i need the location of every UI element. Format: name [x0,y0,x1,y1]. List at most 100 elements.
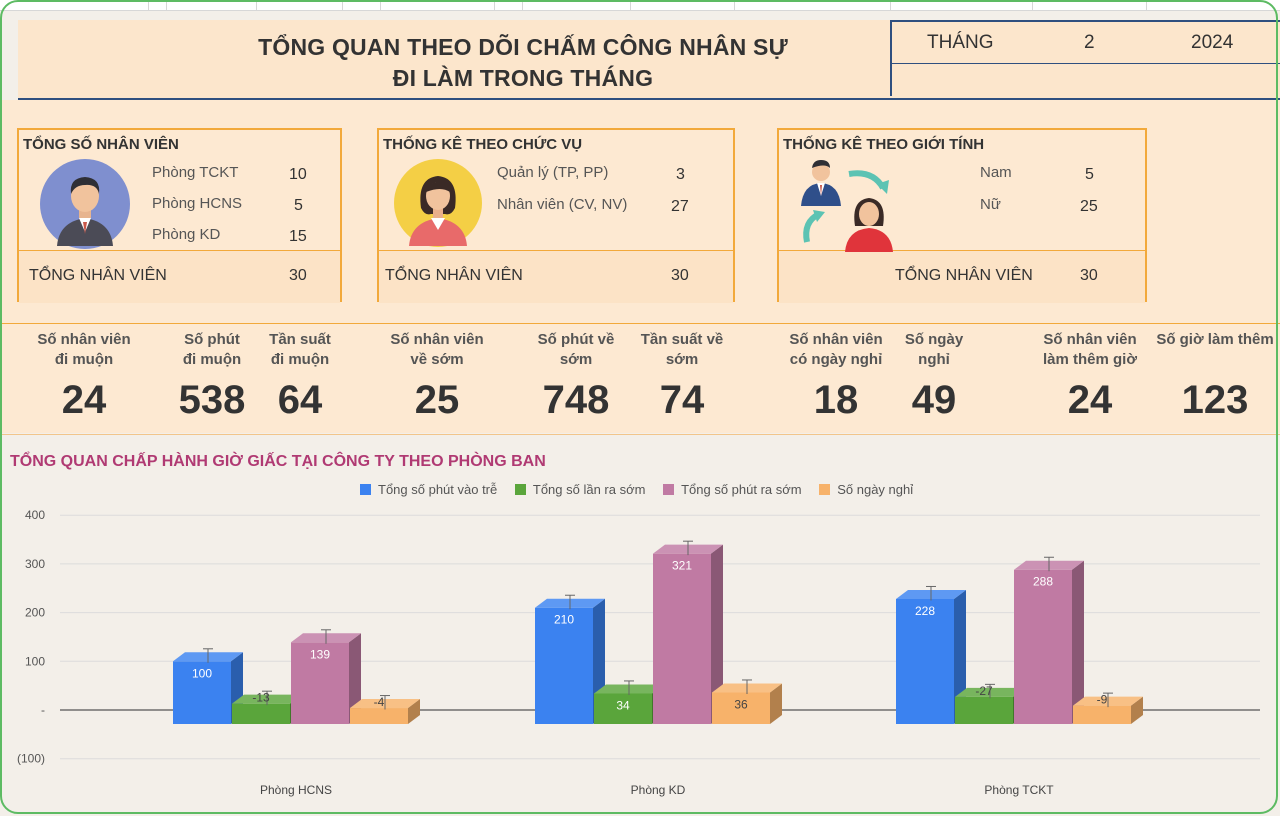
bar [535,607,593,724]
data-label: -27 [975,684,993,698]
card-title: THỐNG KÊ THEO GIỚI TÍNH [783,136,985,153]
gender-exchange-icon [801,160,893,252]
total-value: 30 [671,267,689,284]
position-count: 3 [676,166,685,183]
y-tick-label: 200 [25,606,45,620]
dept-count: 15 [289,228,307,245]
data-label: 100 [192,666,212,680]
title-line-1: TỔNG QUAN THEO DÕI CHẤM CÔNG NHÂN SỰ [258,34,788,60]
bar-side [770,683,782,724]
y-tick-label: 300 [25,557,45,571]
female-employee-avatar-icon [394,159,482,247]
chart-title: TỔNG QUAN CHẤP HÀNH GIỜ GIẤC TẠI CÔNG TY… [10,453,546,470]
card-title: THỐNG KÊ THEO CHỨC VỤ [383,136,583,153]
bar [712,692,770,724]
position-label: Nhân viên (CV, NV) [497,196,628,213]
dept-count: 5 [294,197,303,214]
spreadsheet-grid-strip [0,0,1280,11]
legend-item: Tổng số lần ra sớm [514,482,645,497]
bar [1014,569,1072,724]
bar [232,703,290,724]
stat-value: 25 [414,378,460,422]
year-value[interactable]: 2024 [1191,32,1234,53]
y-tick-label: (100) [17,752,45,766]
total-value: 30 [1080,267,1098,284]
total-employees-card: TỔNG SỐ NHÂN VIÊN Phòng TCKT 10 Phòng HC… [17,128,342,303]
data-label: 210 [554,613,574,627]
data-label: 228 [915,604,935,618]
dept-label: Phòng HCNS [152,195,243,212]
total-label: TỔNG NHÂN VIÊN [385,267,523,284]
data-label: 36 [734,697,748,711]
bar [350,708,408,724]
x-tick-label: Phòng TCKT [984,783,1054,797]
stat-value: 18 [813,378,859,422]
position-stats-card: THỐNG KÊ THEO CHỨC VỤ Quản lý (TP, PP) 3… [377,128,735,303]
position-label: Quản lý (TP, PP) [497,164,609,181]
bar-side [408,699,420,724]
card-title: TỔNG SỐ NHÂN VIÊN [23,136,179,153]
gender-stats-card: THỐNG KÊ THEO GIỚI TÍNH Nam 5 Nữ 25 TỔNG… [777,128,1147,303]
bar-chart: 400 300 200 100 - (100) 100 -13 139 -4 Phòng HCNS 2… [17,508,1260,797]
stat-heading: Số giờ làm thêm [1156,331,1274,348]
bar-side [349,633,361,724]
dept-label: Phòng TCKT [152,164,239,181]
stat-heading: Số phút đi muộn [182,331,242,368]
bar-side [711,544,723,724]
x-tick-label: Phòng HCNS [260,783,332,797]
title-line-2: ĐI LÀM TRONG THÁNG [392,65,654,91]
total-label: TỔNG NHÂN VIÊN [895,267,1033,284]
stat-value: 49 [911,378,957,422]
month-value[interactable]: 2 [1084,32,1095,53]
data-label: 34 [616,698,630,712]
position-count: 27 [671,198,689,215]
stat-value: 24 [61,378,107,422]
stat-heading: Số nhân viên về sớm [390,331,484,368]
legend-item: Tổng số phút vào trễ [360,482,497,497]
data-label: 321 [672,559,692,573]
gender-count: 5 [1085,166,1094,183]
bar-side [1072,560,1084,724]
stat-value: 74 [659,378,705,422]
y-tick-label: 400 [25,508,45,522]
data-label: -9 [1097,693,1108,707]
male-employee-avatar-icon [40,159,130,249]
bar-side [954,589,966,724]
bar [896,598,954,724]
bar-side [1131,696,1143,724]
bar [1073,705,1131,724]
stat-value: 24 [1067,378,1113,422]
data-label: 139 [310,647,330,661]
stat-heading: Tần suất đi muộn [269,331,331,368]
legend-item: Tổng số phút ra sớm [663,482,802,497]
stat-heading: Số nhân viên đi muộn [37,331,131,368]
legend-item: Số ngày nghỉ [819,482,913,497]
stat-heading: Số ngày nghỉ [904,331,964,368]
stat-value: 538 [178,378,246,422]
data-label: 288 [1033,575,1053,589]
bar [653,553,711,724]
bar [955,696,1013,724]
stat-value: 123 [1181,378,1249,422]
stat-heading: Số phút về sớm [537,331,615,368]
stat-heading: Số nhân viên có ngày nghỉ [789,331,883,368]
gender-label: Nam [980,164,1012,181]
bar [173,661,231,724]
x-tick-label: Phòng KD [631,783,686,797]
bar [291,642,349,724]
total-value: 30 [289,267,307,284]
stat-value: 748 [542,378,610,422]
month-label: THÁNG [927,32,994,53]
chart-legend: Tổng số phút vào trễ Tổng số lần ra sớm … [360,482,927,497]
stat-value: 64 [277,378,323,422]
gender-label: Nữ [980,196,1001,213]
stat-heading: Tần suất về sớm [640,331,724,368]
total-label: TỔNG NHÂN VIÊN [29,267,167,284]
y-tick-label: - [41,703,45,717]
month-selector [890,20,1280,96]
dept-label: Phòng KD [152,226,221,243]
stat-heading: Số nhân viên làm thêm giờ [1042,331,1137,368]
bar [594,693,652,724]
dept-count: 10 [289,166,307,183]
page-title: TỔNG QUAN THEO DÕI CHẤM CÔNG NHÂN SỰ ĐI … [18,32,1028,94]
